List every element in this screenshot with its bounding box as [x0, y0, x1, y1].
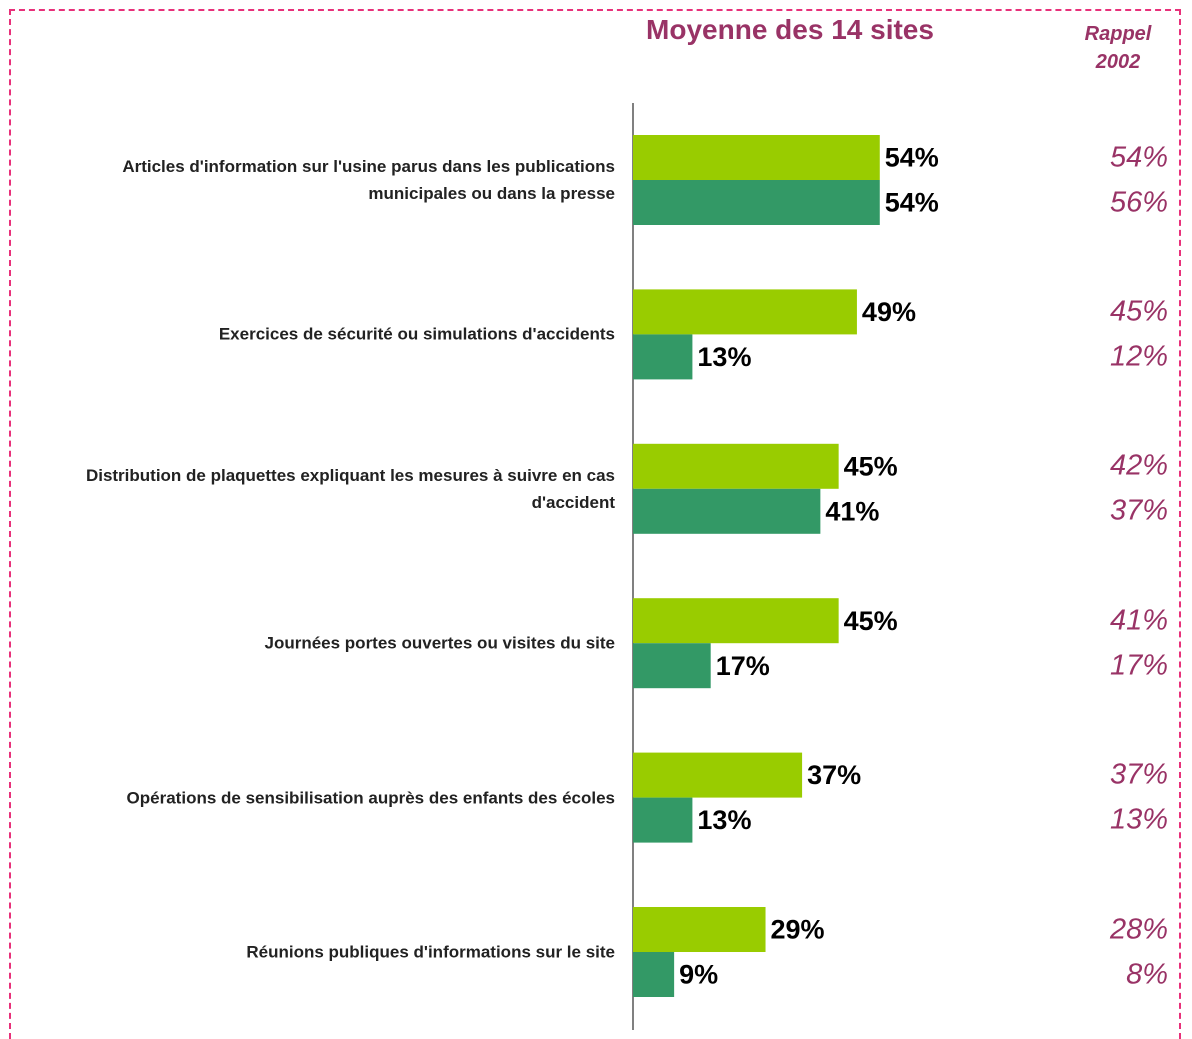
rappel-value: 54%: [1109, 141, 1168, 173]
rappel-value: 12%: [1109, 340, 1168, 373]
value-label: 17%: [716, 651, 770, 681]
value-label: 54%: [885, 143, 939, 173]
rappel-value: 37%: [1109, 758, 1168, 791]
bar: [633, 289, 857, 335]
bar: [633, 643, 711, 689]
bar: [633, 488, 821, 534]
rappel-value: 42%: [1109, 449, 1168, 482]
value-label: 13%: [697, 342, 751, 372]
value-label: 29%: [771, 915, 825, 945]
rappel-value: 45%: [1109, 295, 1168, 328]
category-label: Articles d'information sur l'usine parus…: [122, 157, 615, 203]
rappel-value: 17%: [1109, 649, 1168, 682]
chart-title: Moyenne des 14 sites: [646, 14, 934, 45]
value-label: 45%: [844, 606, 898, 636]
category-label: Exercices de sécurité ou simulations d'a…: [218, 324, 615, 344]
category-label: Réunions publiques d'informations sur le…: [246, 942, 615, 962]
bar: [633, 135, 880, 180]
bar: [633, 334, 693, 380]
value-label: 45%: [844, 451, 898, 481]
frame: [9, 9, 1181, 1039]
bar: [633, 598, 839, 644]
value-label: 54%: [885, 188, 939, 218]
value-label: 37%: [807, 760, 861, 790]
bar: [633, 907, 766, 952]
rappel-value: 56%: [1109, 186, 1168, 218]
category-label: Journées portes ouvertes ou visites du s…: [264, 633, 615, 653]
category-label: Opérations de sensibilisation auprès des…: [126, 788, 615, 808]
value-label: 49%: [862, 297, 916, 327]
bar: [633, 797, 693, 843]
rappel-value: 13%: [1109, 803, 1168, 836]
bar: [633, 952, 675, 997]
bar: [633, 752, 803, 798]
value-label: 13%: [697, 805, 751, 835]
rappel-value: 28%: [1109, 913, 1168, 945]
value-label: 9%: [679, 960, 718, 990]
category-label: Distribution de plaquettes expliquant le…: [85, 465, 615, 512]
rappel-value: 41%: [1109, 604, 1168, 637]
rappel-title: Rappel 2002: [1084, 23, 1152, 73]
rappel-value: 8%: [1126, 958, 1168, 990]
bar: [633, 180, 880, 225]
rappel-value: 37%: [1109, 494, 1168, 527]
value-label: 41%: [825, 496, 879, 526]
bar: [633, 443, 839, 489]
